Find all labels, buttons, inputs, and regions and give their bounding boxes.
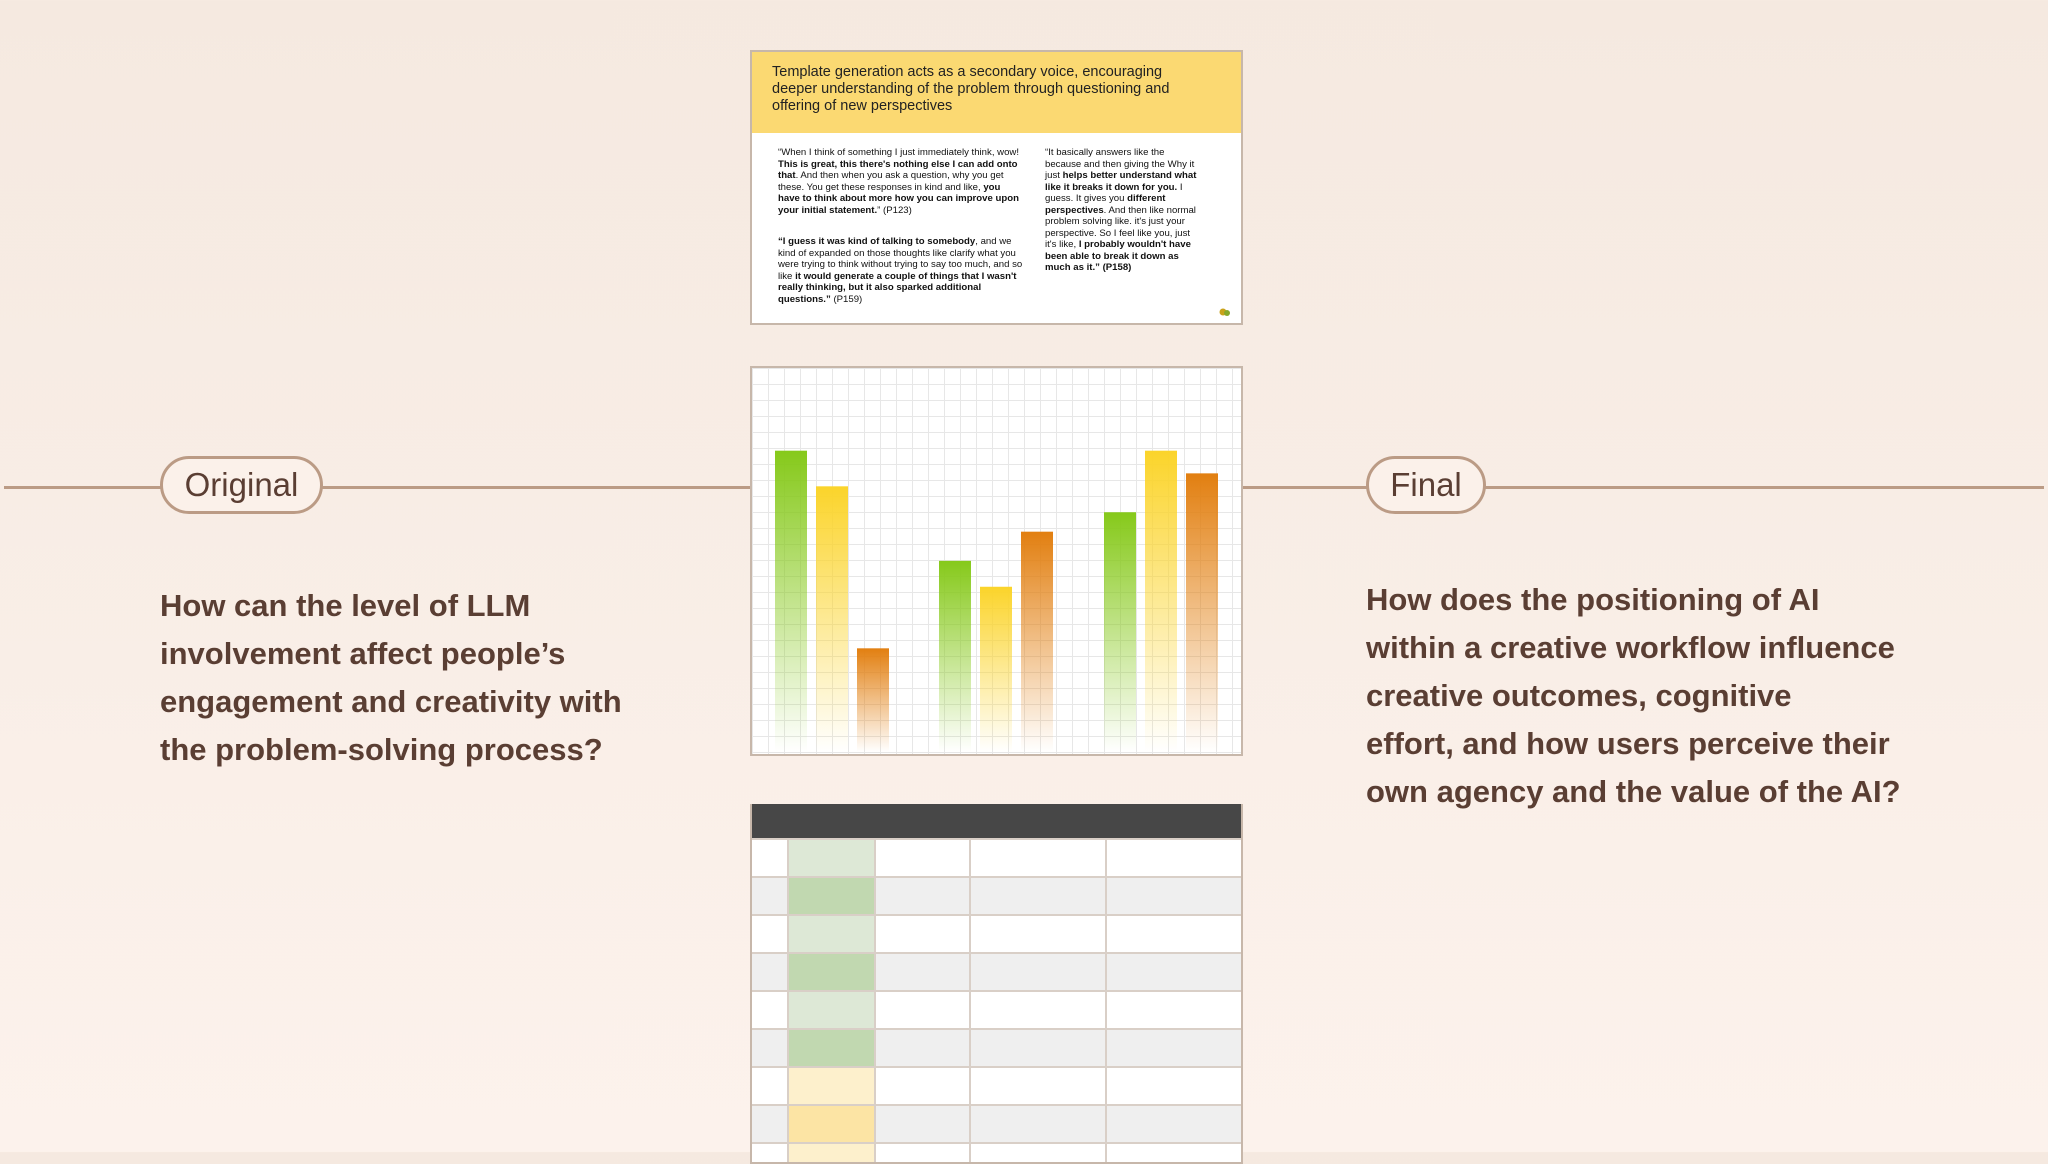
table-cell [1105, 1106, 1241, 1142]
chart-bar [1145, 450, 1177, 752]
final-question-line: How does the positioning of AI [1366, 582, 1820, 617]
timeline-line-left [4, 486, 750, 489]
original-question-line: How can the level of LLM [160, 588, 531, 623]
table-row [752, 952, 1241, 990]
table-cell [874, 1106, 970, 1142]
final-question-line: within a creative workflow influence [1366, 630, 1895, 665]
table-cell [874, 916, 970, 952]
chart-bar [1104, 512, 1136, 752]
table-cell [874, 1068, 970, 1104]
table-cell [969, 992, 1106, 1028]
table-cell [786, 916, 875, 952]
table-cell [786, 840, 875, 876]
chart-bar [939, 560, 971, 752]
table-cell [786, 878, 875, 914]
table-cell [874, 840, 970, 876]
table-row [752, 914, 1241, 952]
timeline-line-right [1243, 486, 2044, 489]
table-row [752, 838, 1241, 876]
original-label: Original [160, 456, 323, 514]
table-cell [786, 992, 875, 1028]
table-cell [969, 840, 1106, 876]
table-cell [1105, 992, 1241, 1028]
table-cell [752, 878, 787, 914]
table-cell [752, 1030, 787, 1066]
table-cell [874, 992, 970, 1028]
table-cell [969, 916, 1106, 952]
slide-quote-p123: “When I think of something I just immedi… [778, 147, 1020, 216]
table-thumbnail [750, 804, 1243, 1164]
table-cell [752, 954, 787, 990]
table-row [752, 1142, 1241, 1162]
chart-bar [775, 450, 807, 752]
original-question-line: involvement affect people’s [160, 636, 566, 671]
final-question: How does the positioning of AI within a … [1366, 576, 1901, 816]
chart-bar [1186, 473, 1218, 752]
table-cell [874, 878, 970, 914]
slide-heading-line: deeper understanding of the problem thro… [772, 81, 1170, 97]
slide-heading: Template generation acts as a secondary … [752, 52, 1241, 133]
slide-heading-line: offering of new perspectives [772, 98, 953, 114]
table-cell [1105, 878, 1241, 914]
table-cell [752, 840, 787, 876]
table-cell [874, 1030, 970, 1066]
table-cell [752, 1144, 787, 1162]
chart-bar [816, 486, 848, 752]
table-cell [969, 954, 1106, 990]
table-cell [786, 1068, 875, 1104]
table-row [752, 990, 1241, 1028]
table-cell [969, 1030, 1106, 1066]
table-cell [786, 1144, 875, 1162]
bar-chart-svg [775, 450, 1218, 752]
chart-bar [980, 586, 1012, 752]
table-cell [969, 1068, 1106, 1104]
table-row [752, 1104, 1241, 1142]
table-cell [786, 954, 875, 990]
table-header [752, 804, 1241, 838]
chart-bar [857, 648, 889, 752]
table-cell [969, 878, 1106, 914]
original-label-text: Original [184, 466, 299, 503]
table-cell [1105, 1068, 1241, 1104]
slide-body: “When I think of something I just immedi… [752, 133, 1241, 323]
table-cell [1105, 916, 1241, 952]
table-cell [752, 1068, 787, 1104]
quote-slide-thumbnail: Template generation acts as a secondary … [750, 50, 1243, 325]
table-cell [969, 1106, 1106, 1142]
table-row [752, 1066, 1241, 1104]
original-question: How can the level of LLM involvement aff… [160, 582, 622, 774]
slide-heading-line: Template generation acts as a secondary … [772, 64, 1163, 80]
logo-icon [1219, 308, 1230, 316]
table-row [752, 1028, 1241, 1066]
final-question-line: own agency and the value of the AI? [1366, 774, 1901, 809]
table-cell [874, 954, 970, 990]
table-cell [752, 916, 787, 952]
table-cell [752, 992, 787, 1028]
table-cell [786, 1030, 875, 1066]
table-row [752, 876, 1241, 914]
slide-quote-p158: “It basically answers like the because a… [1045, 147, 1197, 273]
final-label: Final [1366, 456, 1486, 514]
original-question-line: the problem-solving process? [160, 732, 603, 767]
table-cell [1105, 1030, 1241, 1066]
table-cell [969, 1144, 1106, 1162]
final-label-text: Final [1390, 466, 1462, 503]
table-cell [1105, 1144, 1241, 1162]
table-cell [1105, 840, 1241, 876]
final-question-line: effort, and how users perceive their [1366, 726, 1890, 761]
chart-bar [1021, 531, 1053, 752]
table-body [752, 838, 1241, 1162]
final-question-line: creative outcomes, cognitive [1366, 678, 1792, 713]
table-cell [752, 1106, 787, 1142]
slide-quote-p159: “I guess it was kind of talking to someb… [778, 236, 1023, 305]
original-question-line: engagement and creativity with [160, 684, 622, 719]
table-cell [1105, 954, 1241, 990]
bar-chart-thumbnail [750, 366, 1243, 756]
table-cell [786, 1106, 875, 1142]
table-cell [874, 1144, 970, 1162]
